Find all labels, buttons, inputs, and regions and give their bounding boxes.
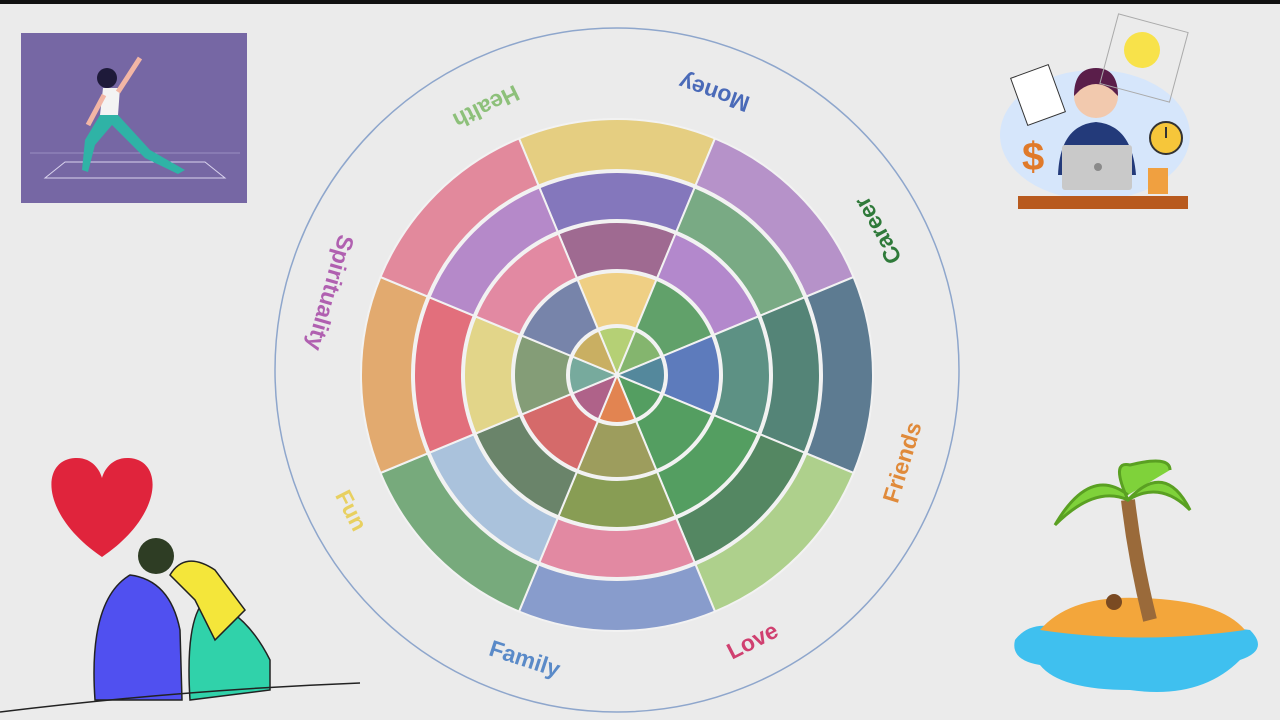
wheel-label: Family — [486, 635, 564, 682]
wheel-label: Career — [849, 192, 907, 268]
wheel-label: Friends — [877, 419, 926, 506]
wheel-label: Health — [449, 80, 524, 134]
wheel-outline — [274, 27, 960, 713]
couple-illustration — [0, 457, 361, 713]
wheel-segment — [462, 315, 522, 435]
wheel-label: Love — [723, 617, 783, 665]
wheel-segment — [474, 232, 579, 337]
wheel — [360, 118, 874, 632]
wheel-label: Money — [675, 69, 753, 117]
wheel-segment — [557, 470, 677, 530]
wheel-segment — [520, 278, 600, 358]
island-illustration — [1014, 459, 1258, 692]
yoga-illustration — [21, 33, 247, 203]
wheel-segment — [557, 220, 677, 280]
work-illustration: $ — [1000, 13, 1190, 209]
wheel-segment — [379, 137, 540, 298]
top-bar — [0, 0, 1280, 4]
wheel-label: Spirituality — [302, 232, 360, 354]
wheel-segment — [571, 329, 619, 377]
svg-text:$: $ — [1022, 135, 1044, 179]
wheel-segment — [428, 186, 559, 317]
wheel-label: Fun — [330, 486, 372, 535]
wheel-segment — [712, 315, 772, 435]
